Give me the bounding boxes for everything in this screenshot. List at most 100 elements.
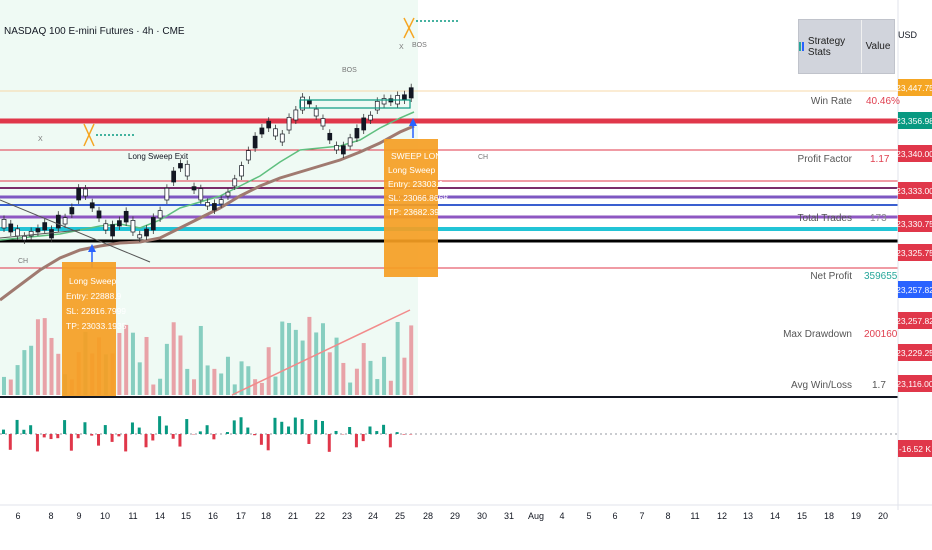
volume-bar: [246, 366, 251, 395]
candle-body: [117, 220, 122, 227]
candle-body: [103, 223, 109, 231]
volume-bar: [178, 335, 183, 395]
candle-body: [137, 234, 143, 239]
time-axis-label: 15: [180, 511, 192, 521]
time-axis-label: 18: [823, 511, 835, 521]
indicator-bar: [314, 419, 318, 434]
trade-box-tp: TP: 23033.1935: [66, 321, 127, 331]
volume-bar: [158, 378, 163, 395]
price-tag[interactable]: 23,116.00: [896, 375, 932, 392]
time-axis-label: 11: [128, 511, 138, 521]
candle-body: [171, 170, 177, 183]
candle-body: [313, 108, 319, 117]
stat-value-max-drawdown: 200160: [864, 329, 898, 340]
price-tag[interactable]: 23,447.75: [896, 79, 932, 96]
volume-bar: [327, 352, 332, 395]
indicator-bar: [8, 434, 12, 450]
candle-body: [198, 188, 204, 201]
candle-body: [279, 133, 285, 143]
candle-body: [252, 135, 258, 149]
candle-body: [62, 217, 68, 225]
indicator-bar: [185, 419, 189, 434]
bos-label: BOS: [342, 67, 357, 74]
time-axis-label: 18: [260, 511, 272, 521]
indicator-bar: [15, 419, 19, 434]
candle-body: [1, 219, 7, 229]
price-tag[interactable]: 23,325.75: [896, 244, 932, 261]
volume-bar: [382, 356, 387, 395]
trade-box-entry: Entry: 22888.9: [66, 291, 122, 301]
stat-value-net-profit: 359655: [864, 271, 898, 282]
candle-body: [35, 228, 41, 233]
currency-label[interactable]: USD: [898, 30, 918, 40]
stat-label-max-drawdown: Max Drawdown: [783, 329, 852, 340]
indicator-bar: [334, 430, 338, 434]
volume-bar: [49, 337, 54, 395]
candle-body: [381, 98, 387, 105]
volume-bar: [232, 384, 237, 395]
price-tag[interactable]: 23,257.82: [896, 312, 932, 329]
candle-body: [361, 117, 367, 131]
indicator-bar: [56, 434, 60, 439]
candle-body: [144, 228, 149, 237]
price-tag[interactable]: 23,229.25: [896, 344, 932, 361]
price-tag[interactable]: 23,340.00: [896, 145, 932, 162]
time-axis-label: 30: [476, 511, 488, 521]
indicator-bar: [97, 434, 101, 446]
stat-label-total-trades: Total Trades: [797, 213, 852, 224]
volume-bar: [2, 376, 6, 395]
candle-body: [307, 99, 312, 105]
candle-body: [408, 87, 414, 99]
volume-bar: [15, 365, 20, 395]
candle-body: [178, 163, 183, 169]
indicator-bar: [29, 425, 33, 434]
indicator-bar: [266, 434, 270, 451]
price-tag[interactable]: 23,257.82: [896, 281, 932, 298]
indicator-bar: [110, 434, 114, 442]
trade-box-long-sweep: Long Sweep Entry: 22888.9 SL: 22816.7999…: [62, 262, 127, 396]
candle-body: [123, 210, 129, 223]
indicator-bar: [178, 434, 182, 447]
price-tag[interactable]: 23,333.00: [896, 182, 932, 199]
stats-header-label-cell: Strategy Stats: [799, 20, 863, 73]
candle-body: [184, 163, 190, 177]
indicator-bar: [90, 434, 94, 436]
indicator-bar: [320, 421, 324, 434]
volume-bar: [130, 332, 135, 395]
candle-body: [374, 100, 380, 111]
candle-body: [347, 137, 353, 147]
volume-bar: [253, 379, 258, 395]
indicator-bar: [198, 431, 202, 434]
volume-bar: [124, 324, 129, 395]
volume-bar: [361, 343, 366, 395]
candle-body: [354, 128, 360, 139]
indicator-bar: [42, 434, 46, 438]
stats-header-value: Value: [865, 41, 891, 52]
bos-label: BOS: [412, 42, 427, 49]
candle-body: [286, 116, 292, 131]
indicator-bar: [307, 434, 311, 444]
symbol-title[interactable]: NASDAQ 100 E-mini Futures · 4h · CME: [4, 26, 185, 37]
candle-body: [239, 165, 244, 177]
price-tag[interactable]: 23,330.75: [896, 215, 932, 232]
candle-body: [402, 94, 407, 101]
indicator-bar: [164, 425, 168, 434]
volume-bar: [320, 323, 325, 395]
horizontal-levels: [0, 90, 898, 269]
volume-bar: [212, 368, 217, 395]
choch-label: CH: [478, 154, 489, 161]
volume-bar: [388, 380, 393, 395]
volume-bar: [239, 361, 244, 395]
volume-bar: [300, 340, 305, 395]
candle-body: [205, 202, 210, 207]
price-tag[interactable]: 23,356.98: [896, 112, 932, 129]
indicator-bar: [402, 434, 406, 435]
volume-bar: [354, 368, 359, 395]
candle-body: [334, 145, 339, 151]
range-box: [299, 99, 411, 109]
indicator-value-tag[interactable]: -16.52 K: [898, 440, 932, 457]
stat-label-net-profit: Net Profit: [810, 271, 852, 282]
volume-bar: [287, 322, 292, 395]
indicator-bar: [327, 434, 331, 452]
candlesticks: [1, 83, 414, 244]
